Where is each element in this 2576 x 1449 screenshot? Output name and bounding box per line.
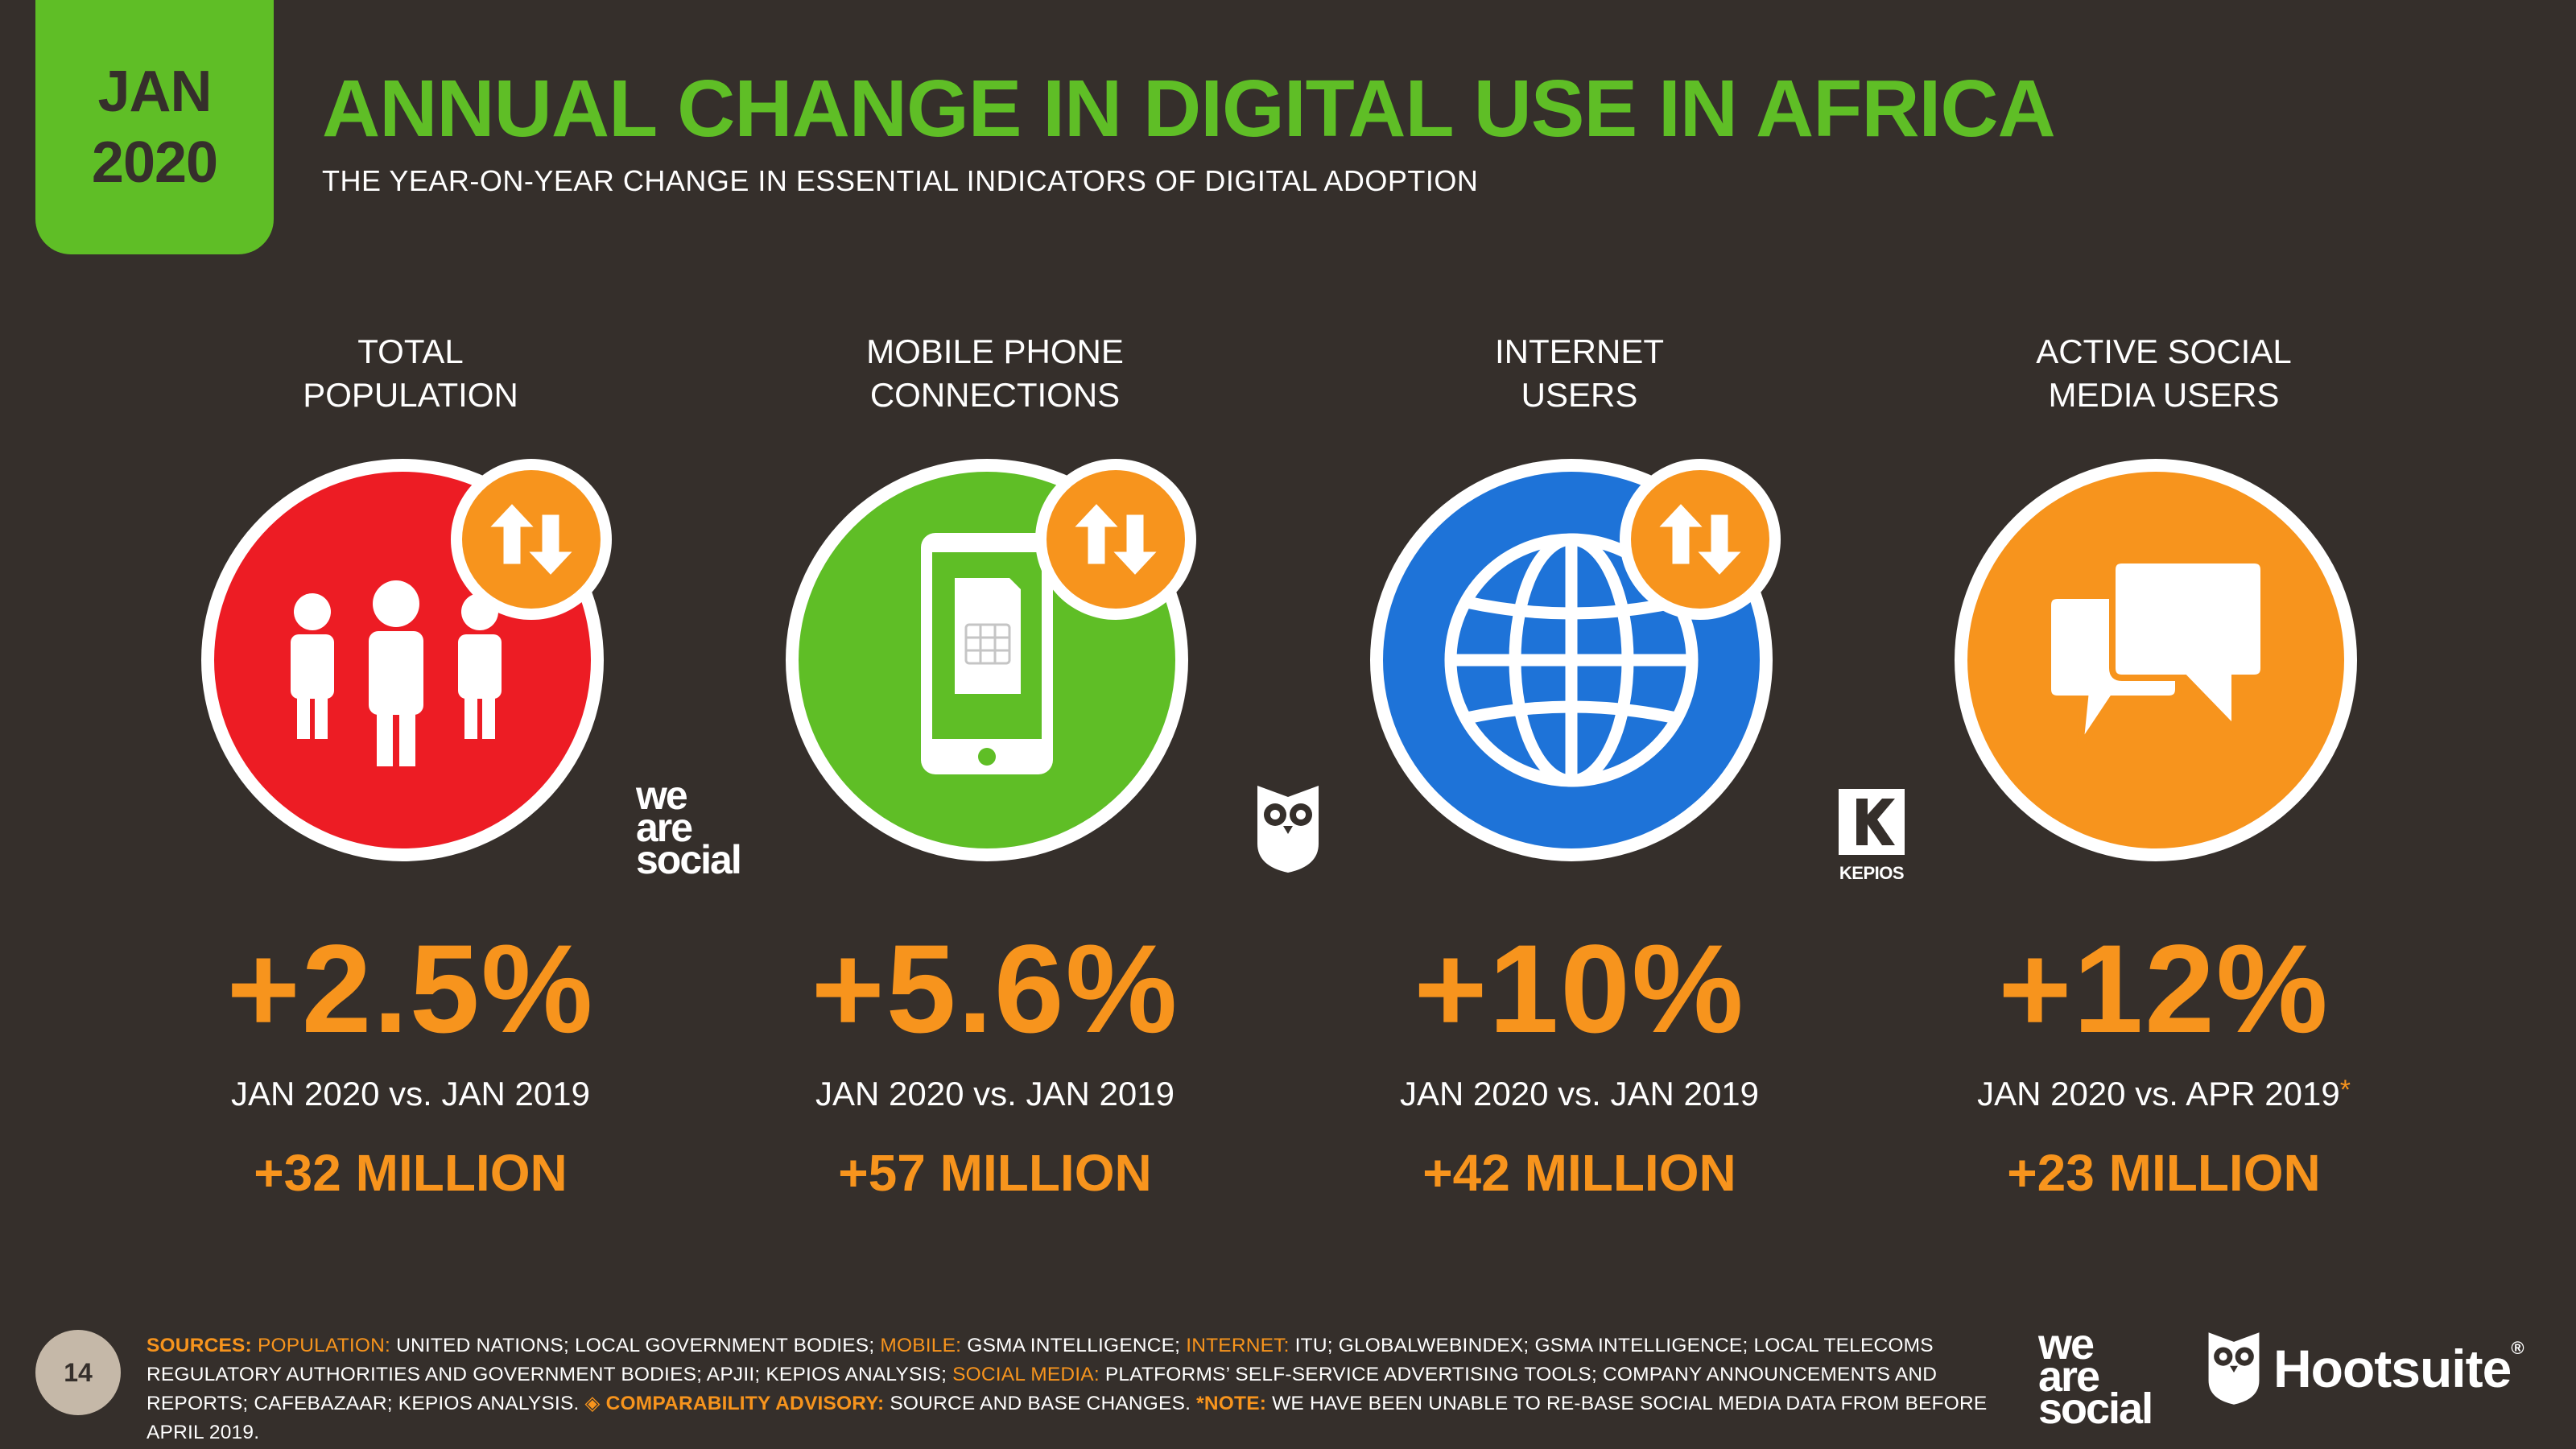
indicator-label: INTERNET USERS bbox=[1322, 330, 1837, 417]
comparison-period: JAN 2020 vs. JAN 2019 bbox=[815, 1075, 1174, 1113]
date-badge-year: 2020 bbox=[91, 130, 218, 195]
source-internet-text: ITU; GLOBALWEBINDEX; GSMA INTELLIGENCE; … bbox=[147, 1335, 1934, 1385]
indicator-label: ACTIVE SOCIAL MEDIA USERS bbox=[1906, 330, 2421, 417]
label-line-1: ACTIVE SOCIAL bbox=[2036, 332, 2292, 370]
change-percent: +2.5% bbox=[226, 919, 595, 1059]
source-social-label: SOCIAL MEDIA: bbox=[952, 1364, 1100, 1385]
source-population-label: POPULATION: bbox=[257, 1335, 391, 1356]
change-badge bbox=[451, 459, 612, 620]
hootsuite-logo: Hootsuite® bbox=[2206, 1328, 2524, 1409]
change-badge bbox=[1620, 459, 1781, 620]
label-line-1: TOTAL bbox=[357, 332, 464, 370]
hootsuite-owl-icon bbox=[1257, 786, 1319, 873]
we-are-social-logo: we are social bbox=[636, 773, 742, 882]
absolute-change: +32 MILLION bbox=[254, 1144, 568, 1202]
source-mobile-text: GSMA INTELLIGENCE; bbox=[967, 1335, 1181, 1356]
kepios-k-icon bbox=[1839, 789, 1905, 855]
sources-label: SOURCES: bbox=[147, 1335, 252, 1356]
indicator-internet: INTERNET USERS bbox=[1322, 330, 1837, 1216]
indicator-population: TOTAL POPULATION bbox=[153, 330, 668, 1216]
label-line-1: MOBILE PHONE bbox=[866, 332, 1124, 370]
absolute-change: +23 MILLION bbox=[2007, 1144, 2321, 1202]
change-badge bbox=[1035, 459, 1196, 620]
hootsuite-owl-icon bbox=[2208, 1332, 2260, 1405]
absolute-change: +57 MILLION bbox=[838, 1144, 1152, 1202]
indicator-circle bbox=[786, 459, 1188, 861]
label-line-1: INTERNET bbox=[1495, 332, 1664, 370]
comparison-period: JAN 2020 vs. JAN 2019 bbox=[1400, 1075, 1759, 1113]
comparison-period: JAN 2020 vs. APR 2019* bbox=[1906, 1075, 2421, 1113]
hootsuite-wordmark: Hootsuite® bbox=[2273, 1338, 2524, 1398]
chat-bubbles-icon bbox=[1967, 472, 2344, 848]
comparison-text: JAN 2020 vs. APR 2019 bbox=[1977, 1075, 2340, 1113]
date-badge-month: JAN bbox=[97, 60, 212, 124]
change-percent: +5.6% bbox=[811, 919, 1179, 1059]
page-subtitle: THE YEAR-ON-YEAR CHANGE IN ESSENTIAL IND… bbox=[322, 164, 1479, 197]
indicator-mobile: MOBILE PHONE CONNECTIONS bbox=[737, 330, 1253, 1216]
up-down-arrows-icon bbox=[1653, 500, 1747, 579]
up-down-arrows-icon bbox=[1069, 500, 1162, 579]
indicator-social: ACTIVE SOCIAL MEDIA USERS +12% JAN 2020 … bbox=[1906, 330, 2421, 1216]
note-text: WE HAVE BEEN UNABLE TO RE-BASE SOCIAL ME… bbox=[147, 1393, 1988, 1443]
indicator-label: TOTAL POPULATION bbox=[153, 330, 668, 417]
kepios-logo-text: KEPIOS bbox=[1839, 863, 1905, 883]
change-percent: +12% bbox=[1998, 919, 2330, 1059]
comparison-period: JAN 2020 vs. JAN 2019 bbox=[231, 1075, 590, 1113]
change-percent: +10% bbox=[1414, 919, 1745, 1059]
footer-we-are-social-logo: we are social bbox=[2038, 1320, 2153, 1433]
sources-footnote: SOURCES: POPULATION: UNITED NATIONS; LOC… bbox=[147, 1331, 2014, 1447]
indicator-circle bbox=[1955, 459, 2357, 861]
absolute-change: +42 MILLION bbox=[1422, 1144, 1736, 1202]
date-badge: JAN 2020 bbox=[35, 0, 274, 254]
comparison-footnote-mark: * bbox=[2339, 1075, 2351, 1105]
advisory-label: ◈ COMPARABILITY ADVISORY: bbox=[584, 1393, 885, 1414]
kepios-logo: KEPIOS bbox=[1835, 786, 1908, 883]
label-line-2: CONNECTIONS bbox=[869, 376, 1121, 414]
indicator-label: MOBILE PHONE CONNECTIONS bbox=[737, 330, 1253, 417]
source-mobile-label: MOBILE: bbox=[880, 1335, 962, 1356]
label-line-2: POPULATION bbox=[303, 376, 518, 414]
page-title: ANNUAL CHANGE IN DIGITAL USE IN AFRICA bbox=[322, 64, 2056, 154]
page-number: 14 bbox=[35, 1330, 121, 1415]
label-line-2: MEDIA USERS bbox=[2048, 376, 2280, 414]
up-down-arrows-icon bbox=[485, 500, 578, 579]
note-label: *NOTE: bbox=[1196, 1393, 1267, 1414]
label-line-2: USERS bbox=[1521, 376, 1638, 414]
advisory-text: SOURCE AND BASE CHANGES. bbox=[890, 1393, 1191, 1414]
source-social-text: PLATFORMS’ SELF-SERVICE ADVERTISING TOOL… bbox=[147, 1364, 1938, 1414]
source-internet-label: INTERNET: bbox=[1186, 1335, 1290, 1356]
source-population-text: UNITED NATIONS; LOCAL GOVERNMENT BODIES; bbox=[396, 1335, 875, 1356]
